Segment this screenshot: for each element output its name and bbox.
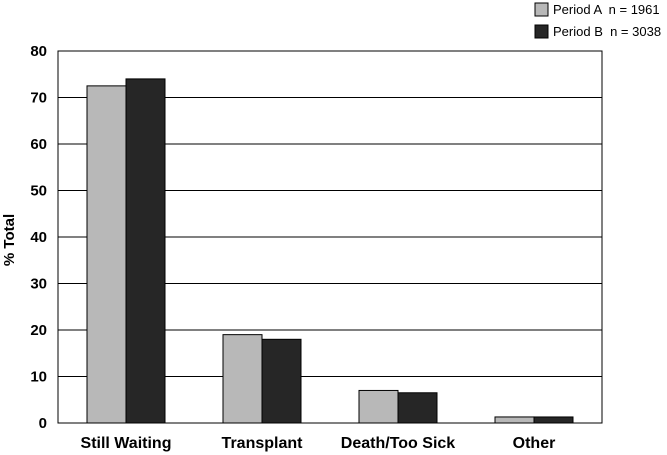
- y-tick-labels: 0 10 20 30 40 50 60 70 80: [30, 43, 47, 432]
- y-tick-label: 0: [39, 415, 47, 432]
- bar-period-b: [125, 78, 166, 424]
- legend-label: Period B n = 3038: [553, 24, 661, 39]
- bar-period-a: [222, 334, 263, 424]
- y-tick-label: 20: [30, 322, 47, 339]
- y-tick-label: 60: [30, 136, 47, 153]
- legend: Period A n = 1961 Period B n = 3038: [534, 2, 661, 39]
- y-tick-label: 30: [30, 276, 47, 293]
- bar-period-a: [358, 389, 399, 424]
- y-axis-title: % Total: [1, 214, 18, 266]
- legend-swatch: [534, 24, 549, 39]
- legend-swatch: [534, 2, 549, 17]
- axes: [57, 50, 603, 424]
- category-label: Transplant: [222, 435, 304, 452]
- bar-period-b: [533, 416, 574, 424]
- bar-period-a: [86, 85, 127, 424]
- y-tick-label: 80: [30, 43, 47, 60]
- bars: [86, 78, 574, 424]
- y-tick-label: 70: [30, 90, 47, 107]
- category-label: Other: [513, 435, 556, 452]
- category-labels: Still Waiting Transplant Death/Too Sick Oth…: [81, 435, 556, 452]
- category-label: Still Waiting: [81, 435, 172, 452]
- bar-period-b: [397, 392, 438, 424]
- y-tick-label: 40: [30, 229, 47, 246]
- legend-label: Period A n = 1961: [553, 2, 660, 17]
- y-tick-label: 10: [30, 369, 47, 386]
- plot-frame: [57, 50, 603, 424]
- y-tick-label: 50: [30, 183, 47, 200]
- category-label: Death/Too Sick: [341, 435, 455, 452]
- bar-period-a: [494, 416, 535, 424]
- bar-period-b: [261, 338, 302, 424]
